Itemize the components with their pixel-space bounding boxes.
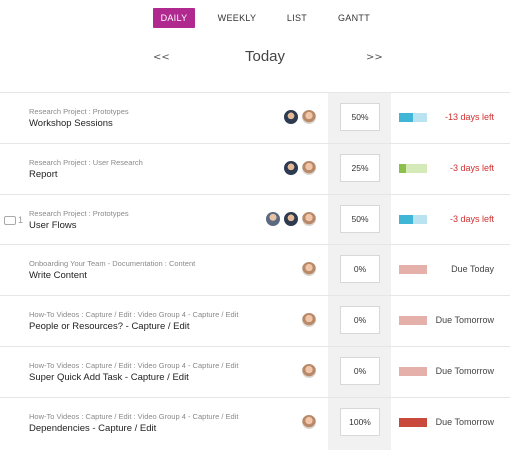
date-title: Today — [244, 48, 286, 65]
task-name[interactable]: Report — [29, 168, 58, 180]
progress-input[interactable]: 0% — [340, 306, 380, 335]
progress-bar — [399, 265, 427, 275]
progress-bar — [399, 367, 427, 376]
avatar[interactable] — [301, 363, 317, 379]
due-status: Due Tomorrow — [435, 315, 494, 326]
progress-bar-track — [399, 214, 427, 224]
view-tabs: DAILY WEEKLY LIST GANTT — [0, 8, 510, 28]
tab-daily[interactable]: DAILY — [153, 8, 195, 28]
comment-icon — [4, 215, 16, 225]
progress-bar-fill — [399, 214, 413, 224]
avatar[interactable] — [301, 109, 317, 125]
progress-input[interactable]: 0% — [340, 357, 380, 385]
task-project-path: How-To Videos : Capture / Edit : Video G… — [29, 361, 239, 370]
task-row[interactable]: 1 Research Project : Prototypes User Flows… — [0, 193, 510, 245]
avatar[interactable] — [301, 312, 317, 329]
progress-bar-fill — [399, 113, 413, 122]
avatar[interactable] — [301, 210, 317, 227]
progress-input[interactable]: 100% — [340, 407, 380, 436]
avatar[interactable] — [283, 109, 299, 125]
progress-input[interactable]: 25% — [340, 153, 380, 182]
task-name[interactable]: Write Content — [29, 270, 87, 282]
due-status: -13 days left — [444, 112, 494, 122]
avatar[interactable] — [283, 159, 299, 176]
task-project-path: Research Project : Prototypes — [29, 208, 129, 218]
next-day-button[interactable]: >> — [366, 52, 383, 63]
date-navigation: << Today >> — [0, 48, 510, 72]
task-row[interactable]: How-To Videos : Capture / Edit : Video G… — [0, 346, 510, 397]
tab-gantt[interactable]: GANTT — [338, 13, 370, 23]
task-row[interactable]: How-To Videos : Capture / Edit : Video G… — [0, 295, 510, 346]
task-name[interactable]: User Flows — [29, 219, 77, 231]
tab-weekly[interactable]: WEEKLY — [217, 13, 257, 23]
task-project-path: How-To Videos : Capture / Edit : Video G… — [29, 411, 239, 421]
task-name[interactable]: Dependencies - Capture / Edit — [29, 422, 157, 434]
progress-bar-fill — [399, 417, 427, 427]
progress-bar-track — [399, 367, 427, 376]
tab-list[interactable]: LIST — [286, 13, 308, 23]
avatar[interactable] — [301, 159, 317, 176]
progress-input[interactable]: 50% — [340, 204, 380, 233]
avatar[interactable] — [301, 413, 317, 430]
avatar[interactable] — [301, 261, 317, 278]
task-name[interactable]: Workshop Sessions — [29, 118, 113, 129]
progress-bar-fill — [399, 163, 406, 173]
task-project-path: Onboarding Your Team - Documentation : C… — [29, 259, 196, 269]
progress-bar-track — [399, 113, 427, 122]
due-status: Due Tomorrow — [435, 366, 494, 376]
avatar[interactable] — [265, 210, 281, 227]
task-project-path: Research Project : Prototypes — [29, 107, 129, 116]
due-status: -3 days left — [449, 162, 494, 173]
previous-day-button[interactable]: << — [153, 52, 170, 63]
task-project-path: Research Project : User Research — [29, 157, 143, 167]
due-status: -3 days left — [449, 213, 494, 224]
progress-bar-track — [399, 316, 427, 326]
task-name[interactable]: People or Resources? - Capture / Edit — [29, 321, 190, 333]
task-name[interactable]: Super Quick Add Task - Capture / Edit — [29, 372, 189, 383]
comment-count-value: 1 — [18, 214, 24, 225]
task-row[interactable]: Onboarding Your Team - Documentation : C… — [0, 244, 510, 295]
progress-bar — [399, 163, 427, 173]
progress-input[interactable]: 0% — [340, 255, 380, 284]
comment-count[interactable]: 1 — [4, 215, 23, 225]
progress-bar — [399, 417, 427, 427]
task-row[interactable]: How-To Videos : Capture / Edit : Video G… — [0, 396, 510, 448]
task-project-path: How-To Videos : Capture / Edit : Video G… — [29, 310, 239, 320]
progress-bar — [399, 316, 427, 326]
task-row[interactable]: Research Project : User Research Report 25… — [0, 142, 510, 194]
progress-bar — [399, 214, 427, 224]
progress-input[interactable]: 50% — [340, 103, 380, 131]
progress-bar-track — [399, 265, 427, 275]
due-status: Due Tomorrow — [435, 416, 494, 427]
progress-bar — [399, 113, 427, 122]
avatar[interactable] — [283, 210, 299, 227]
due-status: Due Today — [451, 264, 494, 275]
progress-bar-track — [399, 163, 427, 173]
task-row[interactable]: Research Project : Prototypes Workshop Se… — [0, 92, 510, 143]
